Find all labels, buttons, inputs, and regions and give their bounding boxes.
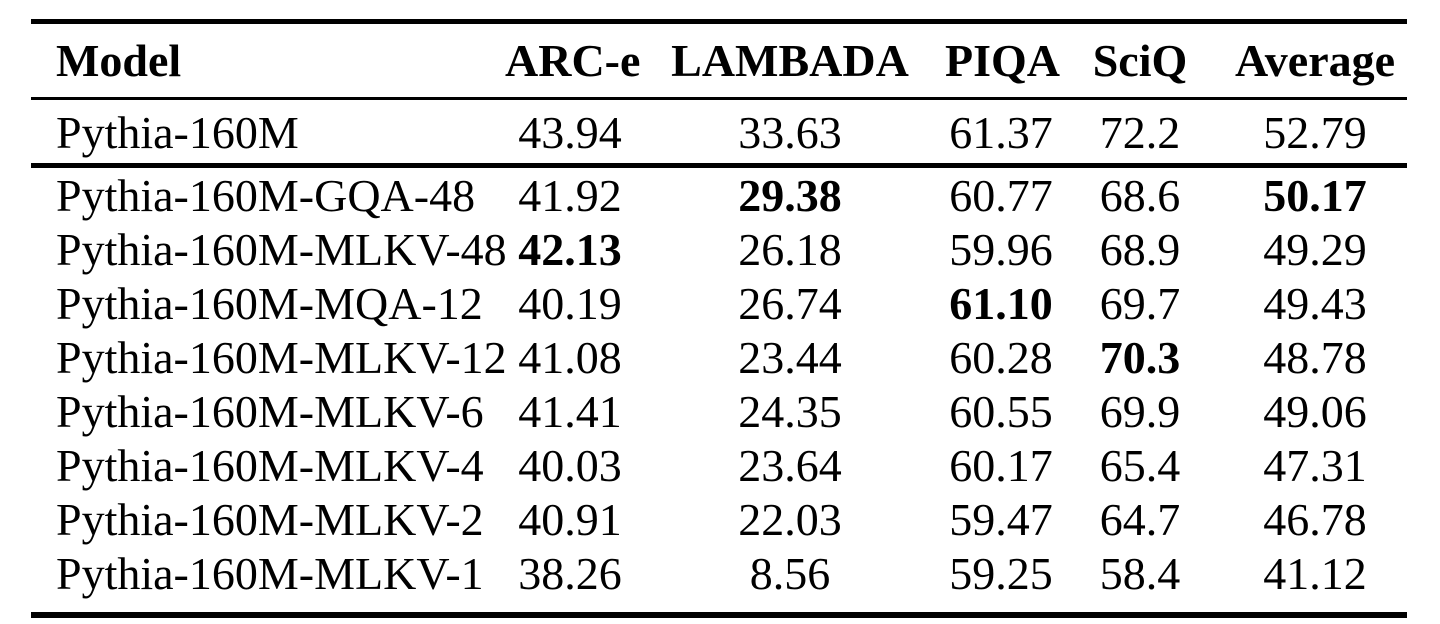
score-cell: 49.43: [1263, 278, 1367, 329]
table-row: Pythia-160M-GQA-48 41.92 29.38 60.77 68.6 50.…: [31, 166, 1407, 223]
table-row: Pythia-160M-MLKV-12 41.08 23.44 60.28 70.3 48…: [31, 330, 1407, 384]
score-cell: 60.17: [949, 440, 1053, 491]
column-header-sciq: SciQ: [1057, 21, 1223, 100]
score-cell: 24.35: [738, 386, 842, 437]
model-name-cell: Pythia-160M: [31, 98, 505, 168]
score-cell: 26.18: [738, 224, 842, 275]
score-cell: 47.31: [1263, 440, 1367, 491]
table-row: Pythia-160M-MLKV-2 40.91 22.03 59.47 64.7 46.…: [31, 492, 1407, 546]
column-header-model: Model: [31, 21, 505, 100]
score-cell: 64.7: [1099, 494, 1181, 545]
score-cell: 72.2: [1057, 98, 1223, 168]
score-cell: 26.74: [738, 278, 842, 329]
score-cell: 41.12: [1263, 548, 1367, 599]
score-cell: 40.03: [518, 440, 622, 491]
table-row: Pythia-160M 43.94 33.63 61.37 72.2 52.79: [31, 98, 1407, 168]
score-cell: 59.25: [949, 548, 1053, 599]
score-cell: 23.44: [738, 332, 842, 383]
score-cell: 22.03: [738, 494, 842, 545]
table-row: Pythia-160M-MLKV-6 41.41 24.35 60.55 69.9 49.…: [31, 384, 1407, 438]
score-cell: 42.13: [518, 224, 622, 275]
benchmark-results-table: Model ARC-e LAMBADA PIQA SciQ Average Pythia-…: [31, 19, 1407, 618]
model-name-cell: Pythia-160M-MLKV-12: [56, 332, 507, 383]
score-cell: 70.3: [1099, 332, 1181, 383]
score-cell: 58.4: [1099, 548, 1181, 599]
score-cell: 65.4: [1099, 440, 1181, 491]
score-cell: 33.63: [635, 98, 945, 168]
score-cell: 48.78: [1263, 332, 1367, 383]
model-name-cell: Pythia-160M-MLKV-4: [56, 440, 484, 491]
score-cell: 29.38: [738, 170, 842, 221]
score-cell: 40.91: [518, 494, 622, 545]
score-cell: 59.47: [949, 494, 1053, 545]
table-row: Pythia-160M-MLKV-4 40.03 23.64 60.17 65.4 47.…: [31, 438, 1407, 492]
score-cell: 69.7: [1099, 278, 1181, 329]
score-cell: 41.08: [518, 332, 622, 383]
score-cell: 23.64: [738, 440, 842, 491]
score-cell: 8.56: [749, 548, 831, 599]
column-header-lambada: LAMBADA: [635, 21, 945, 100]
model-name-cell: Pythia-160M-GQA-48: [56, 170, 476, 221]
score-cell: 49.06: [1263, 386, 1367, 437]
score-cell: 60.77: [949, 170, 1053, 221]
model-name-cell: Pythia-160M-MLKV-2: [56, 494, 484, 545]
column-header-average: Average: [1223, 21, 1407, 100]
score-cell: 61.10: [949, 278, 1053, 329]
score-cell: 40.19: [518, 278, 622, 329]
table-header: Model ARC-e LAMBADA PIQA SciQ Average: [31, 21, 1407, 100]
header-row: Model ARC-e LAMBADA PIQA SciQ Average: [31, 21, 1407, 100]
score-cell: 68.9: [1099, 224, 1181, 275]
table-row: Pythia-160M-MLKV-48 42.13 26.18 59.96 68.9 49…: [31, 222, 1407, 276]
score-cell: 43.94: [505, 98, 635, 168]
score-cell: 49.29: [1263, 224, 1367, 275]
score-cell: 50.17: [1263, 170, 1367, 221]
score-cell: 38.26: [518, 548, 622, 599]
table-body: Pythia-160M 43.94 33.63 61.37 72.2 52.79 Pythi…: [31, 98, 1407, 616]
score-cell: 41.92: [518, 170, 622, 221]
model-name-cell: Pythia-160M-MLKV-48: [56, 224, 507, 275]
score-cell: 60.28: [949, 332, 1053, 383]
score-cell: 46.78: [1263, 494, 1367, 545]
score-cell: 60.55: [949, 386, 1053, 437]
table-row: Pythia-160M-MLKV-1 38.26 8.56 59.25 58.4 41.1…: [31, 546, 1407, 615]
score-cell: 61.37: [945, 98, 1057, 168]
score-cell: 69.9: [1099, 386, 1181, 437]
table-row: Pythia-160M-MQA-12 40.19 26.74 61.10 69.7 49.…: [31, 276, 1407, 330]
column-header-arc-e: ARC-e: [505, 21, 640, 100]
score-cell: 52.79: [1223, 98, 1407, 168]
score-cell: 68.6: [1099, 170, 1181, 221]
column-header-piqa: PIQA: [945, 21, 1060, 100]
model-name-cell: Pythia-160M-MQA-12: [56, 278, 483, 329]
score-cell: 41.41: [518, 386, 622, 437]
model-name-cell: Pythia-160M-MLKV-1: [56, 548, 484, 599]
model-name-cell: Pythia-160M-MLKV-6: [56, 386, 484, 437]
score-cell: 59.96: [949, 224, 1053, 275]
